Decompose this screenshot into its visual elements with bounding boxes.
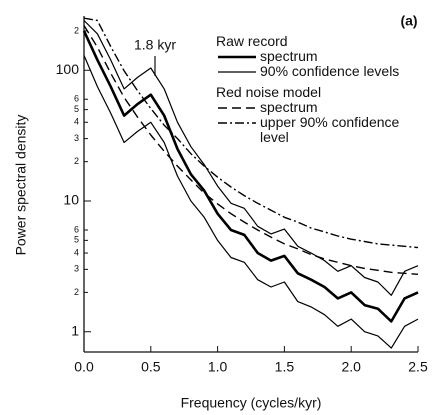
x-tick-label: 1.5 — [275, 359, 295, 375]
legend-entry: upper 90% confidence level — [216, 115, 416, 145]
x-tick-label: 0.0 — [74, 359, 94, 375]
y-tick-label: 3 — [74, 133, 79, 143]
y-tick-label: 3 — [74, 264, 79, 274]
legend-label: spectrum — [260, 99, 318, 115]
y-tick-label: 10 — [63, 192, 79, 208]
y-tick-label: 100 — [56, 61, 80, 77]
legend-title: Red noise model — [216, 84, 322, 100]
series-line — [83, 17, 419, 249]
legend-entry: 90% confidence levels — [216, 64, 416, 79]
x-tick-label: 2.0 — [341, 359, 361, 375]
legend: Raw record spectrum 90% confidence level… — [216, 30, 416, 145]
x-tick-label: 2.5 — [408, 359, 428, 375]
series-line — [83, 20, 419, 296]
y-tick-label: 6 — [74, 94, 79, 104]
legend-label: upper 90% confidence level — [260, 114, 400, 145]
x-axis-label: Frequency (cycles/kyr) — [181, 395, 322, 411]
y-tick-label: 2 — [74, 287, 79, 297]
series-line — [83, 55, 419, 349]
legend-entry: spectrum — [216, 100, 416, 115]
y-tick-label: 6 — [74, 224, 79, 234]
y-tick-label: 4 — [74, 247, 79, 257]
legend-swatch — [218, 55, 256, 59]
series-line — [83, 25, 419, 275]
annotation: 1.8 kyr — [134, 37, 176, 53]
series-line — [82, 30, 419, 323]
y-axis-label: Power spectral density — [13, 115, 29, 256]
x-tick-label: 0.5 — [141, 359, 161, 375]
panel-label: (a) — [400, 13, 417, 29]
legend-title: Raw record — [216, 33, 288, 49]
y-tick-label: 1 — [71, 322, 79, 338]
x-tick-label: 1.0 — [208, 359, 228, 375]
y-tick-label: 4 — [74, 117, 79, 127]
legend-swatch — [218, 122, 256, 124]
y-tick-label: 2 — [74, 156, 79, 166]
legend-swatch — [218, 71, 256, 73]
legend-label: spectrum — [260, 48, 318, 64]
legend-label: 90% confidence levels — [260, 63, 400, 79]
legend-swatch — [218, 107, 256, 109]
y-tick-label: 2 — [74, 25, 79, 35]
legend-entry: spectrum — [216, 49, 416, 64]
y-tick-label: 5 — [74, 104, 79, 114]
y-tick-label: 5 — [74, 235, 79, 245]
